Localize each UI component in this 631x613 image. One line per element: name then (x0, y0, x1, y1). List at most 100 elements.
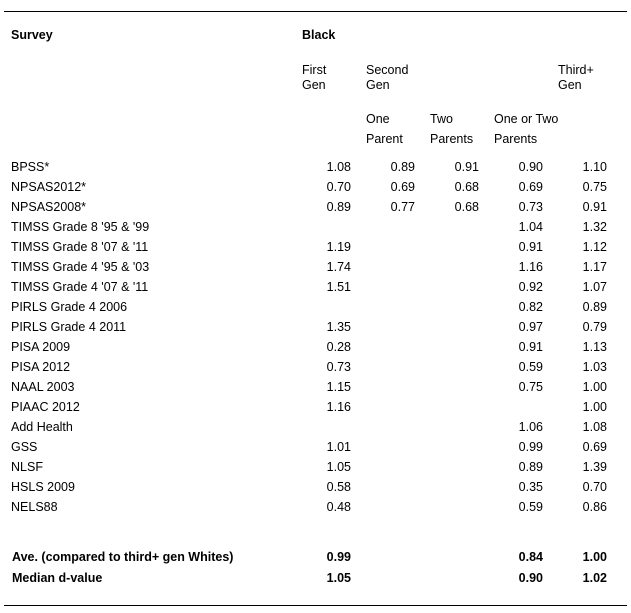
cell-third: 0.89 (582, 300, 607, 314)
sub-one-parent-line1: One (366, 112, 390, 126)
cell-oneortwo: 0.91 (518, 340, 543, 354)
cell-two: 0.91 (454, 160, 479, 174)
cell-oneortwo: 0.90 (518, 571, 543, 585)
cell-oneortwo: 0.90 (518, 160, 543, 174)
col-third-gen: Third+ Gen (558, 63, 594, 93)
row-label: TIMSS Grade 8 '95 & '99 (11, 220, 150, 234)
bottom-rule (4, 605, 627, 606)
cell-one: 0.77 (390, 200, 415, 214)
col-first-gen: First Gen (302, 63, 326, 93)
row-label: NAAL 2003 (11, 380, 75, 394)
row-label: NPSAS2012* (11, 180, 87, 194)
cell-oneortwo: 0.73 (518, 200, 543, 214)
cell-one: 0.89 (390, 160, 415, 174)
header-group-black: Black (302, 28, 336, 42)
col-second-gen-line2: Gen (366, 78, 390, 92)
row-label: PIRLS Grade 4 2011 (11, 320, 127, 334)
cell-third: 1.08 (582, 420, 607, 434)
row-label: HSLS 2009 (11, 480, 75, 494)
row-label: TIMSS Grade 8 '07 & '11 (11, 240, 149, 254)
row-label: PISA 2012 (11, 360, 71, 374)
cell-first: 1.35 (326, 320, 351, 334)
row-label: GSS (11, 440, 38, 454)
col-third-gen-line1: Third+ (558, 63, 594, 77)
col-second-gen-line1: Second (366, 63, 409, 77)
cell-third: 0.91 (582, 200, 607, 214)
sub-two-parents-line1: Two (430, 112, 453, 126)
cell-first: 1.05 (326, 460, 351, 474)
cell-two: 0.68 (454, 180, 479, 194)
cell-first: 0.58 (326, 480, 351, 494)
cell-third: 1.02 (582, 571, 607, 585)
sub-one-or-two-line1: One or Two (494, 112, 559, 126)
cell-third: 1.17 (582, 260, 607, 274)
cell-oneortwo: 0.59 (518, 360, 543, 374)
cell-oneortwo: 0.97 (518, 320, 543, 334)
cell-third: 1.00 (582, 550, 607, 564)
col-first-gen-line1: First (302, 63, 327, 77)
sub-two-parents: Two Parents (430, 109, 473, 149)
cell-oneortwo: 1.06 (518, 420, 543, 434)
cell-third: 1.32 (582, 220, 607, 234)
row-label: PIRLS Grade 4 2006 (11, 300, 128, 314)
cell-first: 1.74 (326, 260, 351, 274)
row-label: PISA 2009 (11, 340, 71, 354)
cell-third: 1.07 (582, 280, 607, 294)
col-third-gen-line2: Gen (558, 78, 582, 92)
sub-one-parent: One Parent (366, 109, 403, 149)
row-label: TIMSS Grade 4 '07 & '11 (11, 280, 149, 294)
sub-two-parents-line2: Parents (430, 132, 474, 146)
cell-first: 1.05 (326, 571, 351, 585)
cell-two: 0.68 (454, 200, 479, 214)
row-label: Add Health (11, 420, 73, 434)
col-first-gen-line2: Gen (302, 78, 326, 92)
cell-first: 1.08 (326, 160, 351, 174)
cell-first: 0.99 (326, 550, 351, 564)
cell-oneortwo: 0.69 (518, 180, 543, 194)
cell-oneortwo: 0.75 (518, 380, 543, 394)
cell-oneortwo: 0.92 (518, 280, 543, 294)
top-rule (4, 11, 627, 12)
cell-first: 1.16 (326, 400, 351, 414)
cell-first: 1.51 (326, 280, 351, 294)
cell-oneortwo: 0.84 (518, 550, 543, 564)
row-label: Ave. (compared to third+ gen Whites) (12, 550, 234, 564)
row-label: TIMSS Grade 4 '95 & '03 (11, 260, 150, 274)
cell-first: 0.28 (326, 340, 351, 354)
sub-one-or-two-line2: Parents (494, 132, 538, 146)
col-second-gen: Second Gen (366, 63, 408, 93)
cell-third: 1.13 (582, 340, 607, 354)
cell-third: 0.69 (582, 440, 607, 454)
sub-one-parent-line2: Parent (366, 132, 403, 146)
cell-oneortwo: 0.89 (518, 460, 543, 474)
cell-oneortwo: 1.04 (518, 220, 543, 234)
cell-oneortwo: 0.59 (518, 500, 543, 514)
cell-third: 0.79 (582, 320, 607, 334)
cell-first: 0.73 (326, 360, 351, 374)
cell-oneortwo: 0.35 (518, 480, 543, 494)
row-label: NLSF (11, 460, 43, 474)
cell-third: 0.70 (582, 480, 607, 494)
cell-first: 1.15 (326, 380, 351, 394)
cell-oneortwo: 1.16 (518, 260, 543, 274)
row-label: Median d-value (12, 571, 103, 585)
cell-third: 1.39 (582, 460, 607, 474)
row-label: NPSAS2008* (11, 200, 87, 214)
cell-oneortwo: 0.99 (518, 440, 543, 454)
cell-one: 0.69 (390, 180, 415, 194)
cell-first: 0.70 (326, 180, 351, 194)
cell-third: 0.86 (582, 500, 607, 514)
cell-third: 1.00 (582, 380, 607, 394)
cell-third: 1.00 (582, 400, 607, 414)
cell-first: 0.89 (326, 200, 351, 214)
row-label: BPSS* (11, 160, 50, 174)
cell-third: 1.12 (582, 240, 607, 254)
cell-third: 1.10 (582, 160, 607, 174)
sub-one-or-two-parents: One or Two Parents (494, 109, 558, 149)
cell-first: 1.01 (326, 440, 351, 454)
cell-oneortwo: 0.91 (518, 240, 543, 254)
cell-first: 1.19 (326, 240, 351, 254)
header-survey: Survey (11, 28, 53, 42)
row-label: NELS88 (11, 500, 58, 514)
cell-first: 0.48 (326, 500, 351, 514)
